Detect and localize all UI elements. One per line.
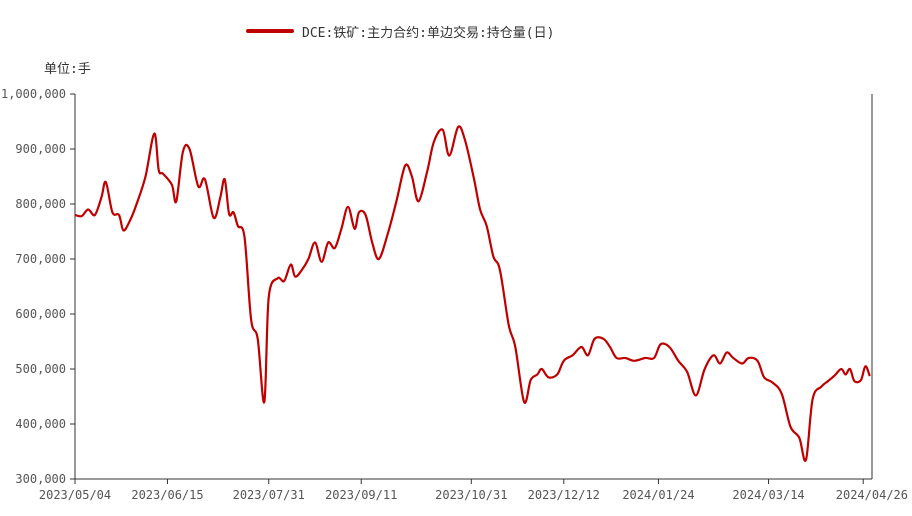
- y-tick-label: 600,000: [15, 307, 66, 321]
- y-tick-label: 300,000: [15, 472, 66, 486]
- x-tick-label: 2024/03/14: [732, 488, 804, 502]
- legend-swatch: [246, 29, 294, 33]
- y-tick-label: 400,000: [15, 417, 66, 431]
- y-tick-label: 700,000: [15, 252, 66, 266]
- x-tick-label: 2023/06/15: [131, 488, 203, 502]
- chart-legend[interactable]: DCE:铁矿:主力合约:单边交易:持仓量(日): [246, 20, 554, 42]
- y-tick-label: 500,000: [15, 362, 66, 376]
- x-tick-label: 2023/10/31: [435, 488, 507, 502]
- x-tick-label: 2023/05/04: [39, 488, 111, 502]
- x-tick-label: 2023/12/12: [528, 488, 600, 502]
- unit-label: 单位:手: [44, 62, 91, 77]
- x-tick-label: 2024/04/26: [836, 488, 908, 502]
- y-tick-label: 1,000,000: [1, 87, 66, 101]
- legend-label: DCE:铁矿:主力合约:单边交易:持仓量(日): [302, 25, 555, 41]
- y-tick-label: 900,000: [15, 142, 66, 156]
- y-tick-label: 800,000: [15, 197, 66, 211]
- x-tick-label: 2023/09/11: [325, 488, 397, 502]
- x-tick-label: 2023/07/31: [233, 488, 305, 502]
- series-line: [74, 125, 871, 463]
- x-tick-label: 2024/01/24: [622, 488, 694, 502]
